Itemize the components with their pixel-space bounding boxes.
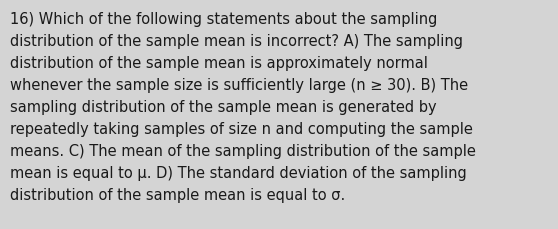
Text: repeatedly taking samples of size n and computing the sample: repeatedly taking samples of size n and … xyxy=(10,121,473,136)
Text: sampling distribution of the sample mean is generated by: sampling distribution of the sample mean… xyxy=(10,100,436,114)
Text: means. C) The mean of the sampling distribution of the sample: means. C) The mean of the sampling distr… xyxy=(10,143,476,158)
Text: 16) Which of the following statements about the sampling: 16) Which of the following statements ab… xyxy=(10,12,437,27)
Text: distribution of the sample mean is incorrect? A) The sampling: distribution of the sample mean is incor… xyxy=(10,34,463,49)
Text: mean is equal to μ. D) The standard deviation of the sampling: mean is equal to μ. D) The standard devi… xyxy=(10,165,466,180)
Text: distribution of the sample mean is approximately normal: distribution of the sample mean is appro… xyxy=(10,56,428,71)
Text: distribution of the sample mean is equal to σ.: distribution of the sample mean is equal… xyxy=(10,187,345,202)
Text: whenever the sample size is sufficiently large (n ≥ 30). B) The: whenever the sample size is sufficiently… xyxy=(10,78,468,93)
